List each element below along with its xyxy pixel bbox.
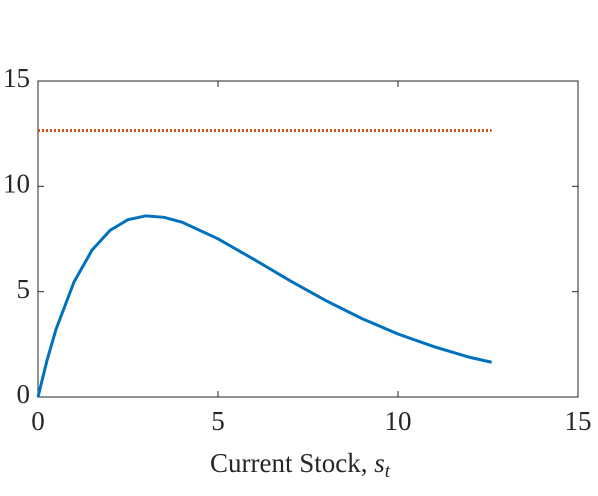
y-tick-label: 0: [17, 379, 31, 409]
y-tick-label: 5: [17, 274, 31, 304]
plot-frame: [37, 80, 579, 398]
x-tick-label: 15: [565, 406, 592, 436]
x-axis-label: Current Stock, st: [210, 448, 391, 482]
y-tick-label: 10: [3, 169, 30, 199]
line-series: [36, 214, 492, 398]
x-tick-label: 0: [31, 406, 45, 436]
y-tick-label: 15: [3, 63, 30, 93]
x-tick-label: 10: [385, 406, 412, 436]
x-tick-label: 5: [211, 406, 225, 436]
